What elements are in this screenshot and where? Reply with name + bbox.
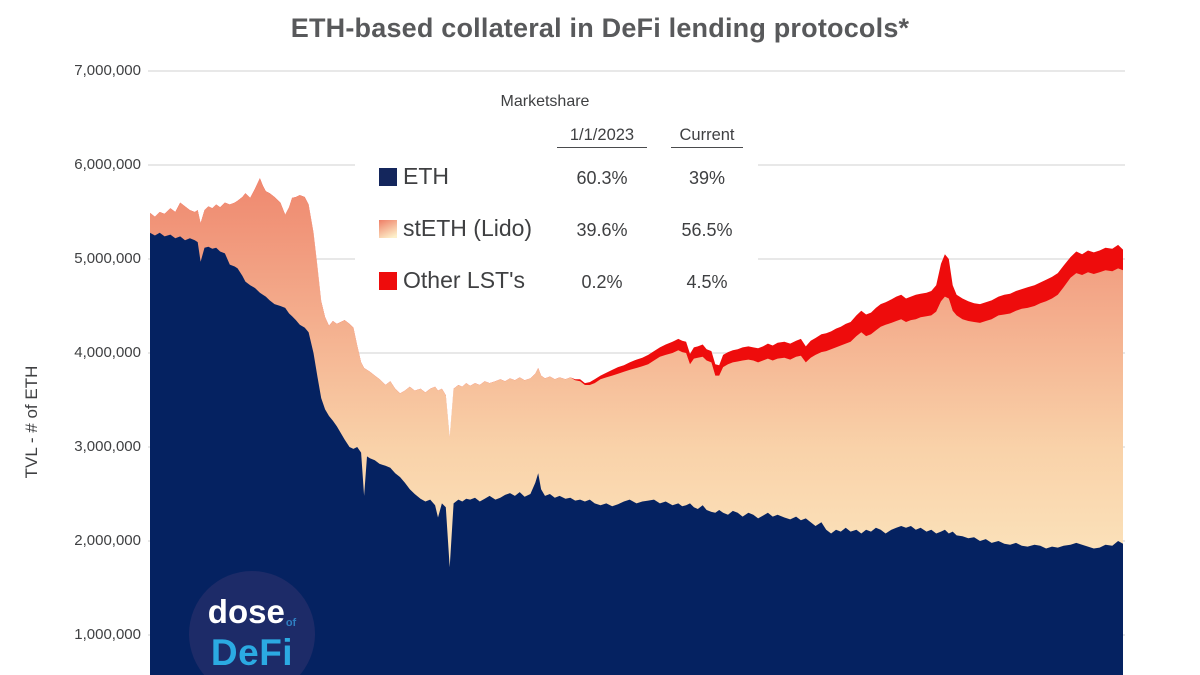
steth-share-current: 56.5%	[681, 220, 733, 240]
legend-heading: Marketshare	[500, 93, 590, 110]
legend-column-header-2023: 1/1/2023	[557, 126, 647, 148]
legend-row-steth: stETH (Lido) 39.6% 56.5%	[379, 215, 759, 241]
y-tick-label: 2,000,000	[74, 532, 141, 549]
eth-area	[150, 232, 1123, 675]
other-lst-share-2023: 0.2%	[581, 272, 623, 292]
legend-row-other-lst: Other LST's 0.2% 4.5%	[379, 267, 759, 293]
legend-label-other-lst: Other LST's	[403, 267, 525, 293]
chart-title: ETH-based collateral in DeFi lending pro…	[290, 13, 910, 43]
legend-background	[355, 84, 758, 312]
legend-label-steth: stETH (Lido)	[403, 215, 533, 241]
logo-word-defi: DeFi	[210, 632, 294, 673]
logo-word-dose: doseof	[189, 595, 315, 637]
y-axis-tick-labels: 7,000,000 6,000,000 5,000,000 4,000,000 3,00…	[0, 0, 145, 675]
legend-column-header-current: Current	[671, 126, 743, 148]
y-tick-label: 7,000,000	[74, 62, 141, 79]
eth-share-2023: 60.3%	[576, 168, 628, 188]
dose-of-defi-logo: doseof DeFi	[189, 571, 315, 675]
y-tick-label: 3,000,000	[74, 438, 141, 455]
other-lst-area	[150, 178, 1123, 439]
other-lst-share-current: 4.5%	[686, 272, 728, 292]
y-axis-title: TVL - # of ETH	[22, 365, 41, 479]
y-tick-label: 4,000,000	[74, 344, 141, 361]
eth-swatch-icon	[379, 168, 397, 186]
steth-swatch-icon	[379, 220, 397, 238]
steth-share-2023: 39.6%	[576, 220, 628, 240]
logo-word-of: of	[285, 617, 297, 629]
legend-label-eth: ETH	[403, 163, 449, 189]
y-tick-label: 1,000,000	[74, 626, 141, 643]
other-lst-swatch-icon	[379, 272, 397, 290]
y-tick-label: 5,000,000	[74, 250, 141, 267]
legend-row-eth: ETH 60.3% 39%	[379, 163, 759, 189]
y-tick-label: 6,000,000	[74, 156, 141, 173]
eth-share-current: 39%	[688, 168, 726, 188]
